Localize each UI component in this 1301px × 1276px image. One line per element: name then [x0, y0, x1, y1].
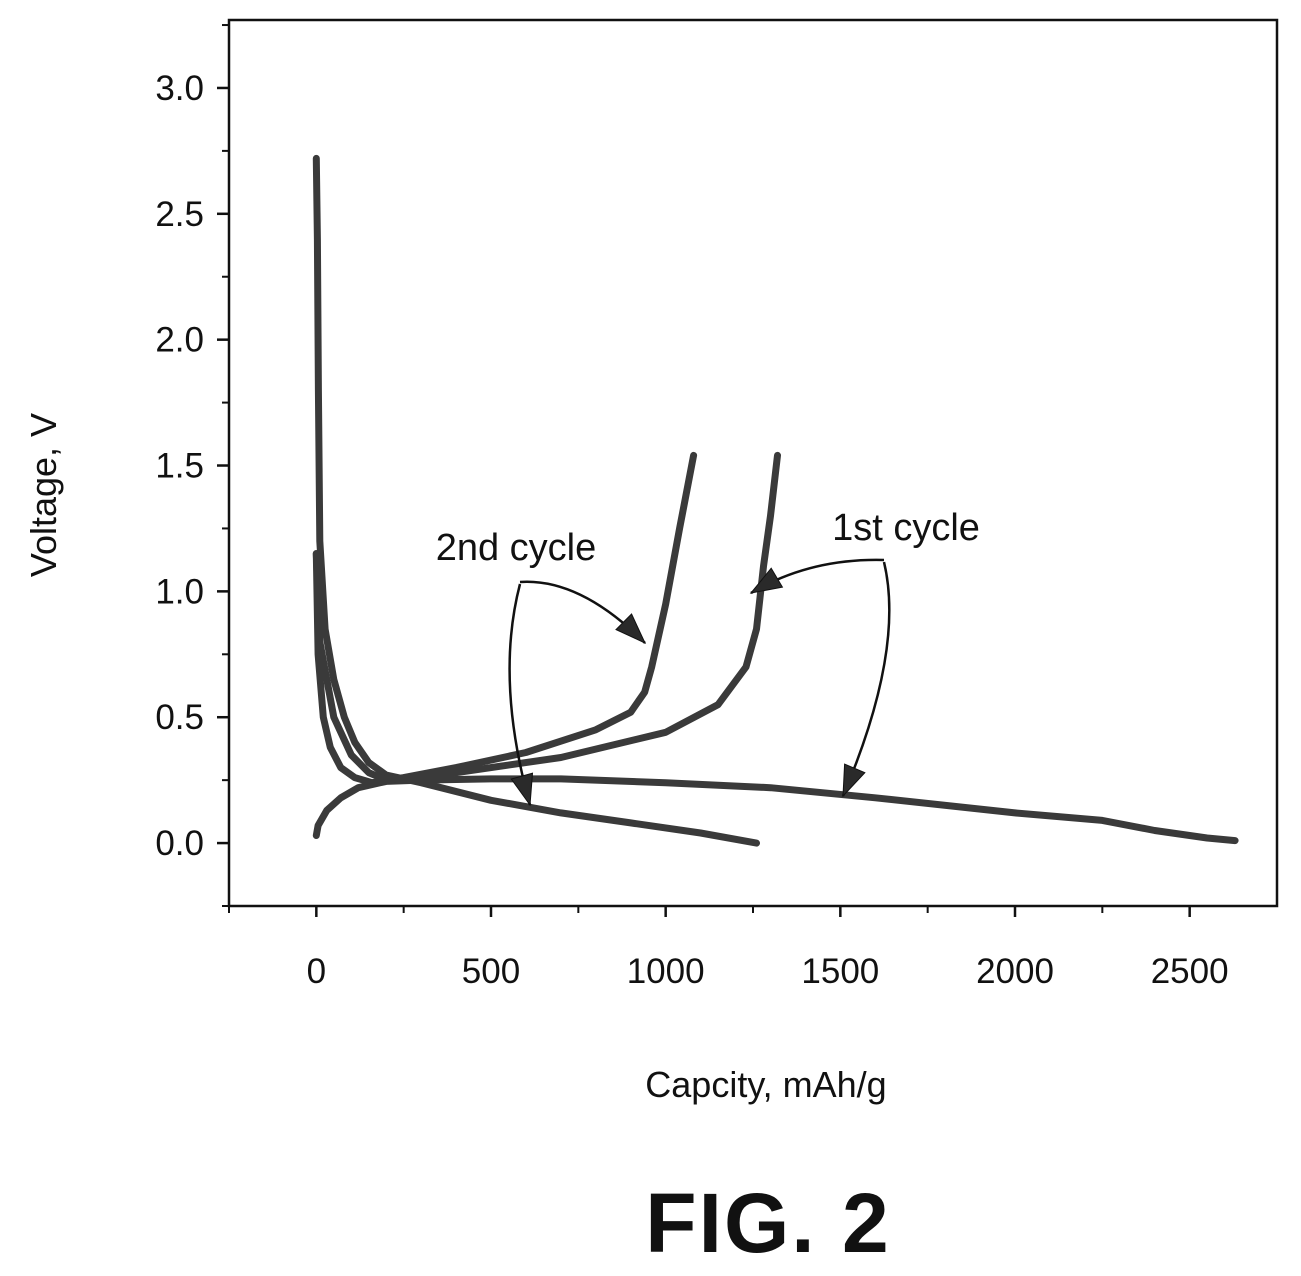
- y-tick-label: 1.0: [155, 572, 204, 611]
- y-tick-label: 0.5: [155, 698, 204, 737]
- y-tick-label: 0.0: [155, 824, 204, 863]
- arrow-1st-cycle-discharge-line: [841, 561, 891, 797]
- annotation-arrows: [508, 558, 891, 807]
- y-tick-label: 2.5: [155, 195, 204, 234]
- x-axis-title: Capcity, mAh/g: [645, 1064, 886, 1105]
- y-tick-label: 2.0: [155, 321, 204, 360]
- x-tick-label: 0: [307, 952, 326, 991]
- y-tick-label: 3.0: [155, 69, 204, 108]
- series-curve-4: [312, 451, 781, 784]
- axis-ticks: [217, 24, 1191, 917]
- series-curve-2: [312, 775, 1239, 845]
- x-tick-label: 1500: [801, 952, 879, 991]
- x-tick-label: 1000: [627, 952, 705, 991]
- x-tick-label: 2500: [1151, 952, 1229, 991]
- x-tick-labels: 0 500 1000 1500 2000 2500: [307, 952, 1229, 991]
- figure-label: FIG. 2: [645, 1176, 890, 1270]
- x-tick-label: 500: [462, 952, 520, 991]
- arrow-1st-cycle-discharge-head: [842, 763, 866, 798]
- annotation-1st-cycle: 1st cycle: [832, 507, 980, 549]
- series-curve-1: [312, 154, 760, 847]
- annotation-2nd-cycle: 2nd cycle: [436, 527, 597, 569]
- series-curve-3: [312, 451, 698, 787]
- y-tick-label: 1.5: [155, 447, 204, 486]
- arrow-2nd-cycle-discharge-head: [510, 772, 534, 807]
- arrow-2nd-cycle-charge-head: [615, 613, 647, 645]
- arrow-2nd-cycle-discharge-line: [508, 583, 532, 806]
- y-axis-title: Voltage, V: [23, 413, 64, 577]
- x-tick-label: 2000: [976, 952, 1054, 991]
- arrow-1st-cycle-charge-head: [749, 567, 784, 594]
- series-curves: [312, 154, 1239, 847]
- y-tick-labels: 0.0 0.5 1.0 1.5 2.0 2.5 3.0: [155, 69, 204, 863]
